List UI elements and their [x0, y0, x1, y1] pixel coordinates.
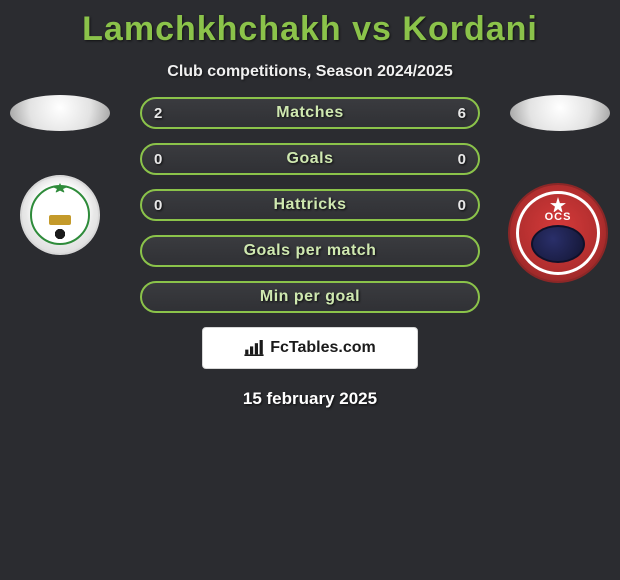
crest-ball-icon	[49, 227, 71, 241]
attribution-text: FcTables.com	[270, 339, 376, 357]
left-club-crest	[20, 175, 100, 255]
page-subtitle: Club competitions, Season 2024/2025	[0, 63, 620, 81]
bar-chart-icon	[244, 340, 264, 356]
stat-label: Goals	[287, 150, 334, 168]
stat-value-left: 0	[154, 151, 162, 168]
crest-ball-icon	[531, 225, 585, 263]
date-text: 15 february 2025	[0, 389, 620, 409]
stat-bars: 2 Matches 6 0 Goals 0 0 Hattricks 0 Goal…	[140, 97, 480, 313]
stat-label: Hattricks	[274, 196, 347, 214]
stat-value-right: 0	[458, 151, 466, 168]
comparison-stage: OCS 2 Matches 6 0 Goals 0 0 Hattricks 0 …	[0, 97, 620, 313]
left-player-portrait	[10, 95, 110, 131]
right-player-portrait	[510, 95, 610, 131]
stat-bar-min-per-goal: Min per goal	[140, 281, 480, 313]
page-title: Lamchkhchakh vs Kordani	[0, 0, 620, 49]
stat-value-right: 0	[458, 197, 466, 214]
stat-value-right: 6	[458, 105, 466, 122]
right-club-crest: OCS	[508, 183, 608, 283]
crest-text: OCS	[545, 211, 572, 223]
left-player-column	[0, 97, 120, 255]
stat-label: Matches	[276, 104, 344, 122]
stat-bar-hattricks: 0 Hattricks 0	[140, 189, 480, 221]
stat-label: Min per goal	[260, 288, 360, 306]
stat-bar-goals: 0 Goals 0	[140, 143, 480, 175]
attribution-badge: FcTables.com	[202, 327, 418, 369]
stat-label: Goals per match	[244, 242, 377, 260]
stat-bar-matches: 2 Matches 6	[140, 97, 480, 129]
stat-value-left: 2	[154, 105, 162, 122]
crest-crown-icon	[49, 215, 71, 225]
stat-value-left: 0	[154, 197, 162, 214]
right-player-column: OCS	[500, 97, 620, 283]
stat-bar-goals-per-match: Goals per match	[140, 235, 480, 267]
